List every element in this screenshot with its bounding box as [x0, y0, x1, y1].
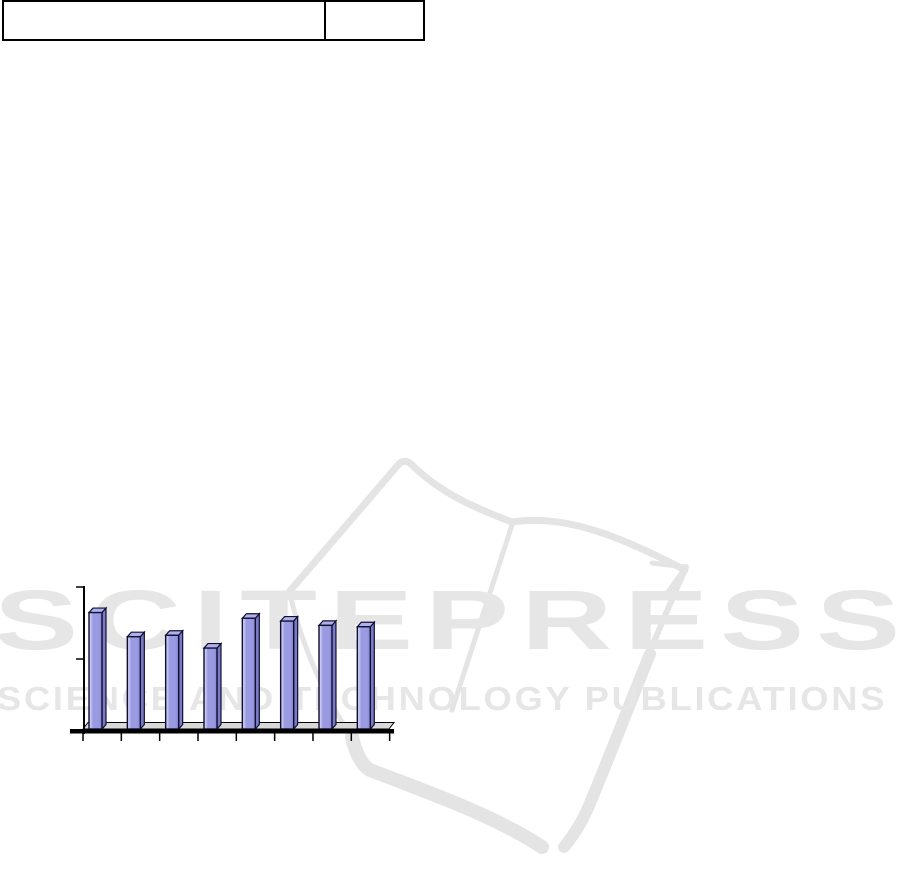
bar-front-face — [126, 636, 142, 730]
watermark-title: SCITEPRESS — [0, 573, 901, 667]
book-right-page-top-path — [508, 516, 689, 574]
book-bottom-right-edge-path — [558, 648, 656, 853]
bar-front-face — [279, 620, 295, 730]
header-table — [2, 0, 425, 41]
bar-front-face — [164, 634, 180, 730]
watermark-subtitle: SCIENCE AND TECHNOLOGY PUBLICATIONS — [0, 680, 888, 717]
header-table-cell-left — [4, 2, 326, 39]
bar-front-face — [241, 617, 257, 730]
bar-chart-figure — [60, 575, 405, 750]
bar-front-face — [88, 611, 103, 730]
book-turning-page-right-edge-path — [647, 564, 689, 655]
bar-chart-svg — [70, 586, 396, 741]
header-table-cell-right — [326, 2, 423, 39]
bar-front-face — [318, 624, 333, 730]
scitepress-book-logo — [285, 457, 689, 854]
book-left-page-top-path — [285, 457, 516, 596]
x-axis-line — [70, 729, 394, 734]
bar-front-face — [203, 647, 218, 730]
book-turning-page-left-edge-path — [449, 522, 515, 713]
bar-front-face — [356, 626, 372, 730]
book-bottom-swoosh-path — [345, 730, 549, 854]
